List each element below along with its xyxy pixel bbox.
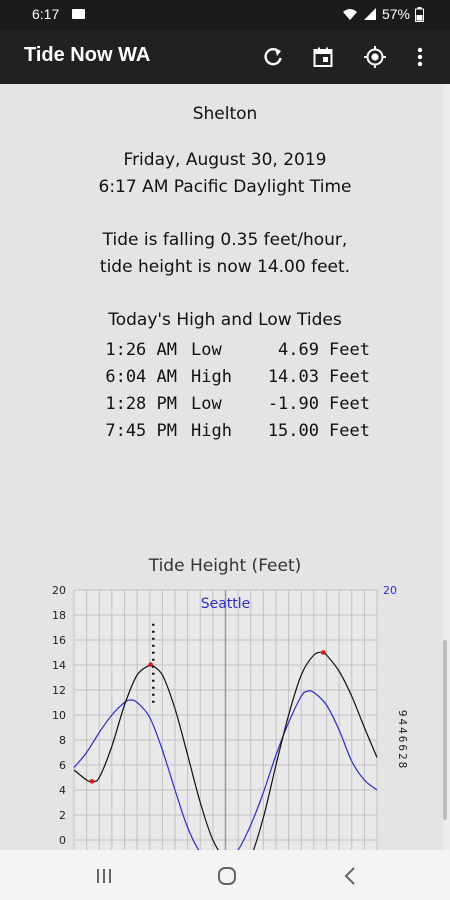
refresh-icon[interactable] xyxy=(260,44,286,70)
y-tick-label: 12 xyxy=(52,684,66,697)
tide-type: Low xyxy=(191,394,222,414)
wifi-icon xyxy=(342,9,357,20)
recent-apps-icon xyxy=(97,869,111,883)
series-label-seattle: Seattle xyxy=(201,596,251,612)
tide-height: 15.00 xyxy=(267,421,319,441)
tide-row: 1:28 PM Low -1.90 Feet xyxy=(87,394,370,421)
y-tick-label: 0 xyxy=(59,834,66,847)
y-tick-label: 10 xyxy=(52,709,66,722)
location-name: Shelton xyxy=(192,104,258,124)
tide-type: High xyxy=(191,421,232,441)
tide-type: High xyxy=(191,367,232,387)
battery-icon xyxy=(415,6,424,22)
right-axis-max-label: 20 xyxy=(383,584,397,597)
y-tick-label: 8 xyxy=(59,734,66,747)
battery-percent: 57% xyxy=(381,6,410,22)
time-line: 6:17 AM Pacific Daylight Time xyxy=(98,177,352,197)
tide-unit: Feet xyxy=(329,421,370,441)
tide-status-line1: Tide is falling 0.35 feet/hour, xyxy=(102,230,348,250)
navigation-bar xyxy=(0,850,450,900)
back-button[interactable] xyxy=(337,864,363,888)
tide-status-line2: tide height is now 14.00 feet. xyxy=(99,257,351,277)
y-tick-label: 2 xyxy=(59,809,66,822)
tide-chart: Tide Height (Feet)-4-2024681012141618201… xyxy=(52,556,409,850)
y-tick-label: 16 xyxy=(52,634,66,647)
tide-content: Shelton Friday, August 30, 2019 6:17 AM … xyxy=(7,84,443,850)
y-tick-label: 18 xyxy=(52,609,66,622)
tides-heading: Today's High and Low Tides xyxy=(108,310,342,330)
tide-extreme-point xyxy=(89,779,95,784)
tide-time: 7:45 PM xyxy=(105,421,177,441)
chart-title: Tide Height (Feet) xyxy=(148,556,302,576)
app-title: Tide Now WA xyxy=(24,44,151,66)
tide-extreme-point xyxy=(321,650,326,655)
scrollbar-track[interactable] xyxy=(443,84,450,850)
tides-table: 1:26 AM Low 4.69 Feet 6:04 AM High 14.03 Feet 1:… xyxy=(87,340,370,448)
y-tick-label: 20 xyxy=(52,584,66,597)
tide-row: 1:26 AM Low 4.69 Feet xyxy=(87,340,370,367)
recent-apps-button[interactable] xyxy=(91,864,117,888)
calendar-icon[interactable] xyxy=(310,44,336,70)
location-target-icon[interactable] xyxy=(362,44,388,70)
status-time: 6:17 xyxy=(32,6,60,22)
tide-time: 6:04 AM xyxy=(105,367,177,387)
signal-icon xyxy=(363,8,376,20)
tide-unit: Feet xyxy=(329,394,370,414)
tide-row: 7:45 PM High 15.00 Feet xyxy=(87,421,370,448)
tide-time: 1:28 PM xyxy=(105,394,177,414)
date-line: Friday, August 30, 2019 xyxy=(123,150,327,170)
y-tick-label: 4 xyxy=(59,784,66,797)
tide-unit: Feet xyxy=(329,340,370,360)
status-bar: 6:17 57% xyxy=(0,0,450,30)
series-line-seattle xyxy=(73,690,378,850)
tide-height: 14.03 xyxy=(267,367,319,387)
back-icon xyxy=(344,867,355,885)
y-tick-label: 6 xyxy=(59,759,66,772)
tide-time: 1:26 AM xyxy=(105,340,177,360)
home-icon xyxy=(218,867,236,885)
tide-unit: Feet xyxy=(329,367,370,387)
mail-notification-icon xyxy=(72,9,85,19)
tide-row: 6:04 AM High 14.03 Feet xyxy=(87,367,370,394)
y-tick-label: 14 xyxy=(52,659,66,672)
home-button[interactable] xyxy=(214,864,240,888)
tide-type: Low xyxy=(191,340,222,360)
scrollbar-thumb[interactable] xyxy=(443,640,447,820)
status-indicators: 57% xyxy=(342,6,424,22)
tide-height: 4.69 xyxy=(278,340,319,360)
tide-height: -1.90 xyxy=(267,394,319,414)
app-bar: Tide Now WA xyxy=(0,30,450,84)
station-id-label: 9446628 xyxy=(396,710,409,770)
more-options-icon[interactable] xyxy=(407,44,433,70)
tide-extreme-point xyxy=(148,662,153,667)
